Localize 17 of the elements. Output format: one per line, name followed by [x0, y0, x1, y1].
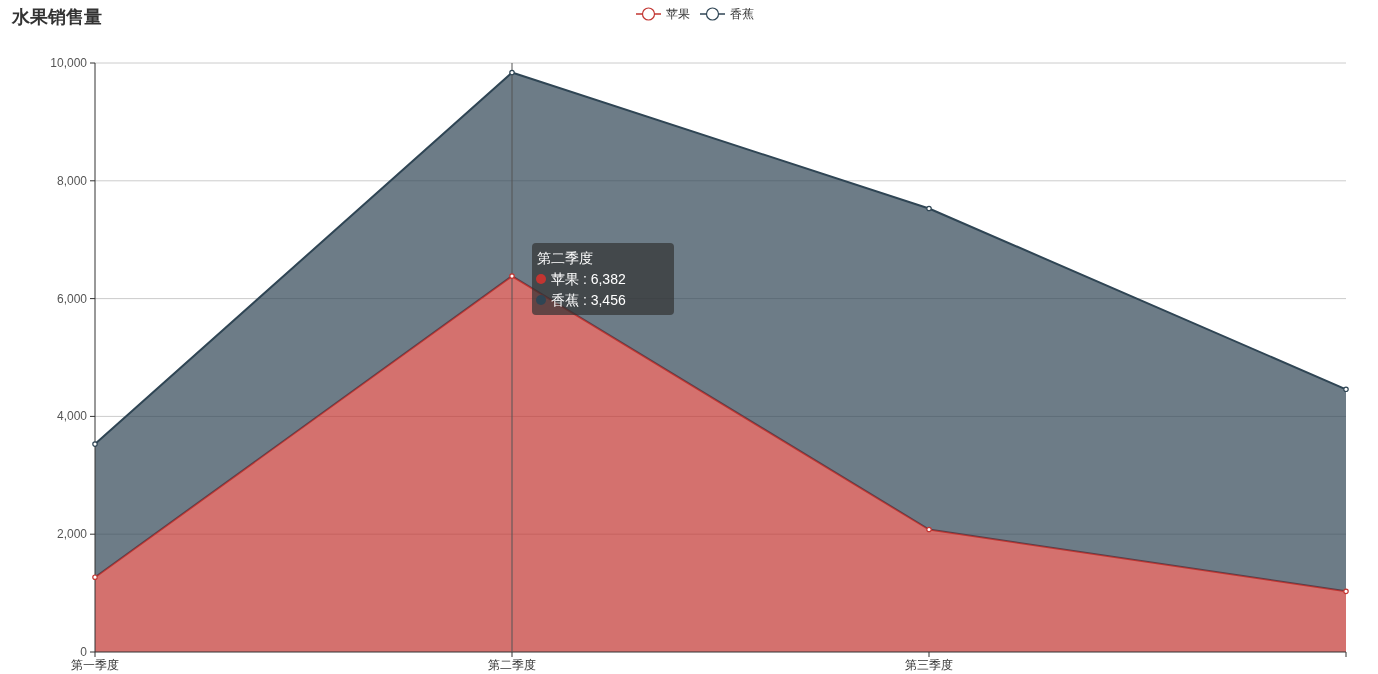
legend-label: 苹果 [666, 7, 690, 21]
annotation: 香蕉 : 3,456 [551, 292, 626, 308]
legend-item: 苹果 [635, 7, 690, 21]
x-tick-label: 第一季度 [71, 658, 119, 672]
annotation: 第二季度 [537, 250, 593, 266]
y-tick-label: 6,000 [56, 291, 88, 306]
legend-label: 香蕉 [730, 7, 754, 21]
annotation: 苹果 : 6,382 [551, 271, 626, 287]
y-tick-label: 2,000 [56, 527, 88, 542]
x-tick-label: 第二季度 [488, 658, 536, 672]
y-tick-label: 0 [80, 645, 88, 659]
y-tick-label: 10,000 [50, 56, 88, 70]
x-tick-label: 第三季度 [905, 658, 953, 672]
title: 水果销售量 [12, 7, 102, 27]
legend-item: 香蕉 [699, 7, 754, 21]
y-tick-label: 4,000 [56, 409, 88, 424]
y-tick-label: 8,000 [56, 173, 88, 188]
